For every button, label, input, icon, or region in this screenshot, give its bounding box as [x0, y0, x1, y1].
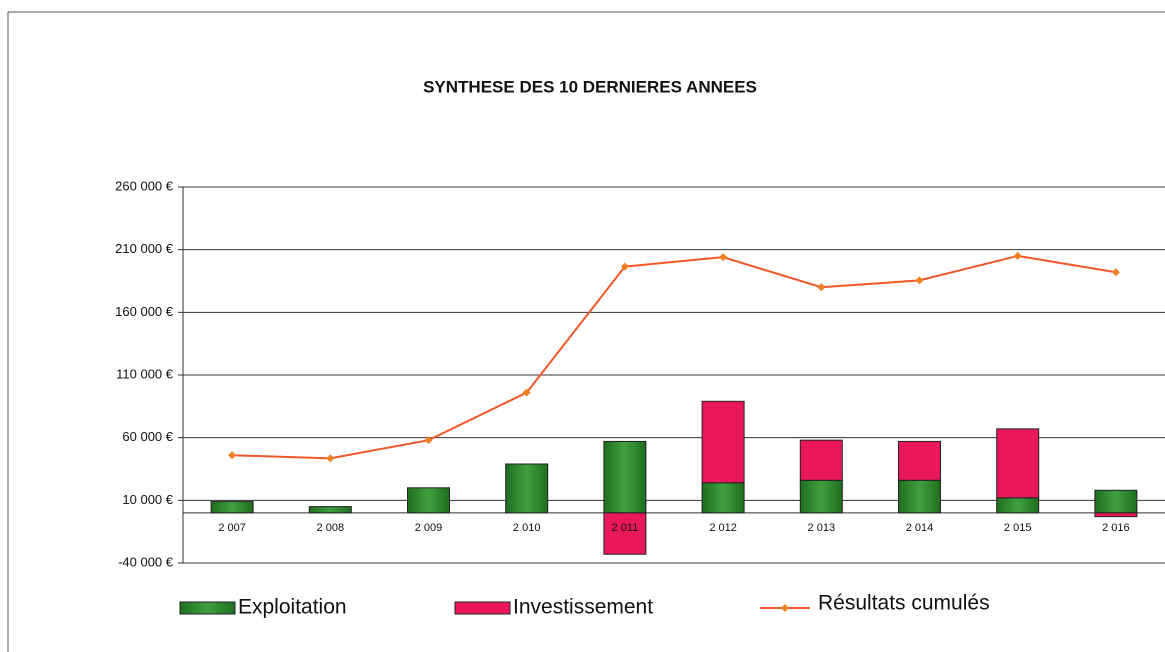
line: [232, 254, 1117, 460]
x-tick-label: 2 013: [808, 522, 836, 534]
marker: [326, 454, 335, 463]
bar: [898, 440, 941, 481]
marker: [817, 283, 826, 292]
legend-marker: [781, 604, 789, 612]
x-tick-label: 2 012: [709, 522, 737, 534]
bar: [996, 428, 1040, 499]
y-tick-label: 110 000 €: [116, 366, 174, 381]
bar: [1094, 489, 1138, 514]
marker: [620, 262, 629, 271]
bar: [407, 487, 450, 514]
y-tick-label: 210 000 €: [115, 241, 174, 256]
legend-swatch: [179, 601, 236, 615]
marker: [1013, 251, 1022, 260]
x-tick-label: 2 011: [612, 522, 639, 534]
marker: [1111, 268, 1120, 277]
bar: [505, 463, 549, 514]
x-tick-label: 2 016: [1102, 522, 1130, 534]
bar: [799, 439, 843, 481]
bar: [210, 501, 254, 514]
x-tick-label: 2 008: [317, 522, 345, 534]
y-tick-label: 60 000 €: [122, 429, 173, 444]
legend-label: Résultats cumulés: [818, 592, 990, 615]
x-tick-label: 2 007: [218, 522, 246, 534]
legend-label: Exploitation: [238, 596, 347, 619]
bar: [799, 479, 843, 514]
marker: [915, 276, 924, 285]
marker: [424, 436, 433, 445]
x-tick-label: 2 014: [906, 522, 934, 534]
marker: [719, 253, 728, 262]
x-tick-label: 2 009: [415, 522, 443, 534]
x-tick-label: 2 010: [513, 522, 541, 534]
y-tick-label: -40 000 €: [118, 554, 174, 569]
bar: [898, 479, 941, 514]
legend-label: Investissement: [513, 596, 653, 619]
bar: [603, 512, 647, 555]
y-tick-label: 160 000 €: [115, 304, 174, 319]
bar: [603, 440, 647, 514]
y-tick-label: 10 000 €: [122, 492, 173, 507]
bar: [308, 506, 352, 514]
bar: [1094, 512, 1138, 518]
bar: [996, 497, 1040, 514]
chart-title: SYNTHESE DES 10 DERNIERES ANNEES: [423, 77, 757, 96]
y-tick-label: 260 000 €: [115, 178, 174, 193]
marker: [522, 388, 531, 397]
x-tick-label: 2 015: [1004, 522, 1032, 534]
bar: [701, 482, 745, 514]
marker: [228, 451, 237, 460]
bar: [701, 400, 745, 484]
legend-swatch: [454, 601, 511, 615]
